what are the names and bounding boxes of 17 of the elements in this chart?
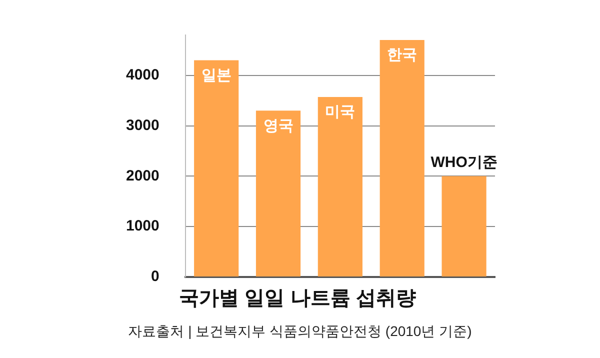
x-tick-label: 일본 — [201, 66, 232, 84]
y-tick-label: 2000 — [126, 167, 160, 184]
bar — [380, 40, 424, 276]
text: 자료출처 | 보건복지부 식품의약품안전청 (2010년 기준) — [127, 323, 473, 341]
y-tick-label: 3000 — [126, 116, 160, 134]
x-tick-label: 영국 — [263, 117, 294, 134]
text: 국가별 일일 나트륨 섭취량 — [179, 288, 416, 310]
x-tick-label: 한국 — [387, 46, 418, 64]
x-tick-label: WHO기준 — [430, 154, 498, 171]
x-tick-label: 미국 — [325, 104, 356, 121]
bar — [442, 176, 486, 276]
bar — [194, 60, 239, 276]
y-tick-label: 0 — [151, 268, 160, 286]
y-tick-label: 1000 — [126, 218, 160, 235]
y-tick-label: 4000 — [126, 66, 160, 84]
bar — [318, 97, 362, 276]
bar — [256, 110, 301, 276]
